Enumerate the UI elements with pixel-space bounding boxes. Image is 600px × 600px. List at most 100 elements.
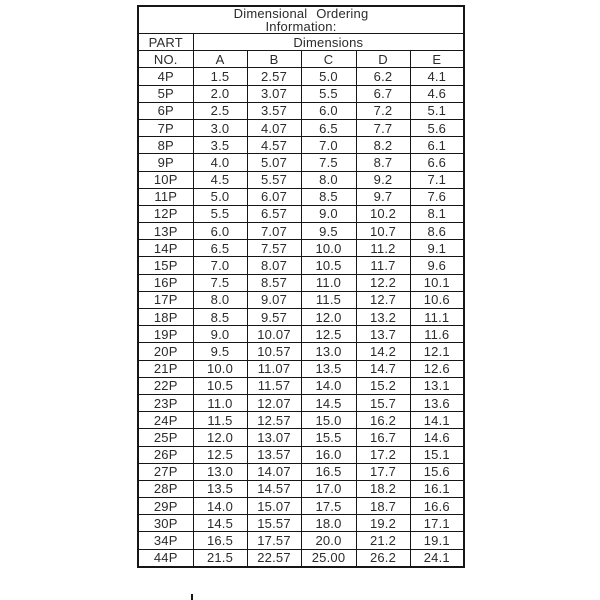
dimension-cell: 15.7 bbox=[355, 393, 411, 413]
dimension-cell: 6.1 bbox=[409, 136, 465, 155]
part-no-cell: 19P bbox=[137, 325, 194, 344]
table-title-line2: Information: bbox=[265, 19, 337, 34]
dimension-cell: 3.0 bbox=[192, 118, 248, 138]
dimension-cell: 7.07 bbox=[246, 222, 302, 241]
dimension-cell: 11.6 bbox=[409, 325, 465, 344]
dimension-cell: 14.2 bbox=[355, 342, 411, 361]
dimension-cell: 11.2 bbox=[355, 239, 411, 258]
part-no-cell: 9P bbox=[137, 153, 194, 172]
part-no-cell: 34P bbox=[137, 531, 194, 550]
dimension-cell: 17.2 bbox=[355, 445, 411, 464]
dimension-cell: 14.0 bbox=[192, 497, 248, 516]
dimension-cell: 10.57 bbox=[246, 342, 302, 361]
dimension-cell: 15.1 bbox=[409, 445, 465, 464]
column-header-e: E bbox=[409, 50, 465, 69]
dimension-cell: 14.7 bbox=[355, 359, 411, 378]
part-no-cell: 11P bbox=[137, 187, 194, 206]
dimension-cell: 17.5 bbox=[300, 497, 357, 516]
dimension-cell: 22.57 bbox=[246, 548, 302, 568]
dimension-cell: 4.6 bbox=[409, 84, 465, 103]
dimension-cell: 11.57 bbox=[246, 376, 302, 395]
column-header-d: D bbox=[355, 50, 411, 69]
dimension-cell: 7.57 bbox=[246, 239, 302, 258]
table-row: 13P 6.0 7.07 9.5 10.7 8.6 bbox=[137, 222, 465, 241]
table-row: 5P 2.0 3.07 5.5 6.7 4.6 bbox=[137, 84, 465, 103]
dimension-cell: 4.0 bbox=[192, 153, 248, 172]
dimension-cell: 16.0 bbox=[300, 445, 357, 464]
dimension-cell: 10.7 bbox=[355, 222, 411, 241]
dimension-cell: 15.6 bbox=[409, 462, 465, 481]
table-row: 14P 6.5 7.57 10.0 11.2 9.1 bbox=[137, 239, 465, 258]
dimension-cell: 11.07 bbox=[246, 359, 302, 378]
part-no-cell: 4P bbox=[137, 67, 194, 86]
dimension-cell: 16.2 bbox=[355, 411, 411, 430]
dimension-cell: 12.5 bbox=[300, 325, 357, 344]
dimension-cell: 19.2 bbox=[355, 514, 411, 533]
table-row: 11P 5.0 6.07 8.5 9.7 7.6 bbox=[137, 187, 465, 206]
dimension-cell: 26.2 bbox=[355, 548, 411, 568]
column-header-b: B bbox=[246, 50, 302, 69]
table-row: 22P 10.5 11.57 14.0 15.2 13.1 bbox=[137, 376, 465, 395]
dimension-cell: 13.2 bbox=[355, 307, 411, 327]
dimension-cell: 3.57 bbox=[246, 101, 302, 120]
dimension-cell: 7.6 bbox=[409, 187, 465, 206]
dimension-cell: 2.0 bbox=[192, 84, 248, 103]
dimension-cell: 10.07 bbox=[246, 325, 302, 344]
table-row: 10P 4.5 5.57 8.0 9.2 7.1 bbox=[137, 170, 465, 189]
dimension-cell: 9.5 bbox=[300, 222, 357, 241]
part-no-cell: 20P bbox=[137, 342, 194, 361]
table-row: 23P 11.0 12.07 14.5 15.7 13.6 bbox=[137, 393, 465, 413]
part-no-cell: 29P bbox=[137, 497, 194, 516]
dimension-cell: 2.5 bbox=[192, 101, 248, 120]
table-title: Dimensional Ordering Information: bbox=[137, 5, 465, 34]
table-row: 12P 5.5 6.57 9.0 10.2 8.1 bbox=[137, 204, 465, 224]
table-row: 28P 13.5 14.57 17.0 18.2 16.1 bbox=[137, 479, 465, 499]
column-header-c: C bbox=[300, 50, 357, 69]
dimension-cell: 13.5 bbox=[192, 479, 248, 499]
table-row: 7P 3.0 4.07 6.5 7.7 5.6 bbox=[137, 118, 465, 138]
dimension-cell: 9.7 bbox=[355, 187, 411, 206]
dimension-cell: 12.57 bbox=[246, 411, 302, 430]
column-header-a: A bbox=[192, 50, 248, 69]
part-no-cell: 12P bbox=[137, 204, 194, 224]
dimension-cell: 9.0 bbox=[300, 204, 357, 224]
dimension-cell: 11.7 bbox=[355, 256, 411, 275]
dimension-cell: 6.0 bbox=[300, 101, 357, 120]
dimension-cell: 5.07 bbox=[246, 153, 302, 172]
dimension-cell: 15.5 bbox=[300, 428, 357, 447]
dimension-cell: 4.5 bbox=[192, 170, 248, 189]
dimension-cell: 6.7 bbox=[355, 84, 411, 103]
dimension-cell: 5.57 bbox=[246, 170, 302, 189]
dimension-cell: 12.6 bbox=[409, 359, 465, 378]
dimension-cell: 7.2 bbox=[355, 101, 411, 120]
part-no-cell: 23P bbox=[137, 393, 194, 413]
dimension-cell: 7.0 bbox=[300, 136, 357, 155]
dimension-cell: 4.57 bbox=[246, 136, 302, 155]
dimension-cell: 17.0 bbox=[300, 479, 357, 499]
dimension-cell: 6.6 bbox=[409, 153, 465, 172]
dimension-cell: 16.7 bbox=[355, 428, 411, 447]
table-row: 16P 7.5 8.57 11.0 12.2 10.1 bbox=[137, 273, 465, 292]
dimension-cell: 4.1 bbox=[409, 67, 465, 86]
part-no-cell: 28P bbox=[137, 479, 194, 499]
dimension-cell: 15.57 bbox=[246, 514, 302, 533]
part-no-cell: 6P bbox=[137, 101, 194, 120]
dimension-cell: 3.5 bbox=[192, 136, 248, 155]
table-extension-line bbox=[191, 594, 193, 600]
dimension-cell: 20.0 bbox=[300, 531, 357, 550]
table-row: 25P 12.0 13.07 15.5 16.7 14.6 bbox=[137, 428, 465, 447]
dimension-cell: 10.5 bbox=[192, 376, 248, 395]
table-row: 29P 14.0 15.07 17.5 18.7 16.6 bbox=[137, 497, 465, 516]
dimension-cell: 1.5 bbox=[192, 67, 248, 86]
table-row: 19P 9.0 10.07 12.5 13.7 11.6 bbox=[137, 325, 465, 344]
dimension-cell: 15.0 bbox=[300, 411, 357, 430]
dimension-cell: 5.0 bbox=[192, 187, 248, 206]
part-no-cell: 5P bbox=[137, 84, 194, 103]
dimension-cell: 9.1 bbox=[409, 239, 465, 258]
dimension-cell: 6.5 bbox=[300, 118, 357, 138]
table-row: 24P 11.5 12.57 15.0 16.2 14.1 bbox=[137, 411, 465, 430]
dimension-cell: 17.1 bbox=[409, 514, 465, 533]
group-header-row: PART Dimensions bbox=[137, 32, 465, 52]
dimension-cell: 6.0 bbox=[192, 222, 248, 241]
table-row: 26P 12.5 13.57 16.0 17.2 15.1 bbox=[137, 445, 465, 464]
